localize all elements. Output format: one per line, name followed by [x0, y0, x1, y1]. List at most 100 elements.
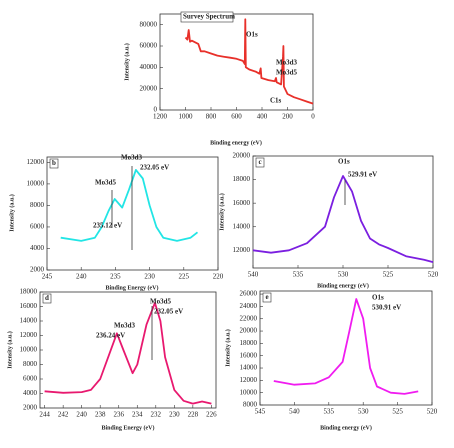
x-tick-label: 525 [383, 271, 394, 279]
x-tick-label: 535 [293, 271, 304, 279]
x-tick-label: 226 [206, 411, 217, 419]
x-tick-label: 230 [169, 411, 180, 419]
x-tick-label: 535 [324, 408, 335, 416]
y-tick-label: 14000 [20, 317, 38, 325]
y-tick-label: 8000 [23, 360, 38, 368]
x-tick-label: 800 [206, 113, 217, 121]
y-tick-label: 20000 [233, 152, 251, 160]
plot-frame [259, 290, 433, 406]
x-tick-label: 400 [257, 113, 268, 121]
x-tick-label: 1000 [179, 113, 194, 121]
y-tick-label: 16000 [20, 302, 38, 310]
y-tick-label: 4000 [30, 244, 45, 252]
y-tick-label: 16000 [240, 351, 258, 359]
y-tick-label: 22000 [240, 314, 258, 322]
x-tick-label: 520 [428, 271, 439, 279]
x-tick-label: 0 [311, 113, 315, 121]
panel-label: c [258, 158, 261, 166]
x-tick-label: 530 [358, 408, 369, 416]
y-tick-label: 16000 [233, 199, 251, 207]
x-axis-title: Binding energy (eV) [210, 139, 262, 146]
spectrum-line [273, 298, 419, 395]
y-tick-label: 80000 [140, 20, 158, 28]
x-tick-label: 245 [42, 273, 53, 281]
annotation: 232.05 eV [140, 164, 169, 172]
spectrum-line [184, 18, 314, 105]
x-tick-label: 244 [39, 411, 50, 419]
y-tick-label: 2000 [30, 266, 45, 274]
x-tick-label: 540 [289, 408, 300, 416]
annotation: Mo3d5 [150, 298, 172, 306]
x-tick-label: 240 [76, 411, 87, 419]
x-tick-label: 232 [151, 411, 162, 419]
x-tick-label: 520 [427, 408, 438, 416]
x-tick-label: 530 [338, 271, 349, 279]
y-tick-label: 18000 [233, 175, 251, 183]
panel-label: d [45, 294, 49, 302]
panel-label-box [42, 293, 52, 304]
annotation: 232.05 eV [154, 308, 183, 316]
y-tick-label: 12000 [240, 376, 258, 384]
y-tick-label: 10000 [20, 346, 38, 354]
annotation: O1s [246, 31, 258, 39]
annotation: O1s [338, 158, 350, 166]
y-tick-label: 18000 [20, 288, 38, 296]
y-axis-title: Intensity (a.u.) [6, 331, 13, 369]
panel-label-box [262, 292, 272, 303]
annotation: Mo3d5 [95, 179, 117, 187]
y-tick-label: 6000 [30, 223, 45, 231]
annotation: C1s [270, 97, 282, 105]
chart-title: Survey Spectrum [183, 13, 235, 21]
annotation: O1s [372, 294, 384, 302]
annotation: 235.12 eV [93, 222, 122, 230]
y-tick-label: 14000 [240, 364, 258, 372]
annotation: 530.91 eV [372, 304, 401, 312]
x-tick-label: 545 [255, 408, 266, 416]
y-tick-label: 8000 [243, 401, 258, 409]
x-tick-label: 600 [231, 113, 242, 121]
x-axis-title: Binding Energy (eV) [101, 424, 154, 431]
y-axis-title: Intensity (a.u.) [224, 329, 231, 367]
y-tick-label: 12000 [233, 246, 251, 254]
x-tick-label: 230 [144, 273, 155, 281]
x-axis-title: Binding Energy (eV) [105, 284, 158, 291]
x-axis-title: Binding energy (eV) [317, 282, 369, 289]
x-tick-label: 540 [248, 271, 259, 279]
y-tick-label: 10000 [27, 180, 45, 188]
annotation: 529.91 eV [348, 171, 377, 179]
x-tick-label: 225 [179, 273, 190, 281]
y-tick-label: 20000 [140, 84, 158, 92]
panel-label: e [265, 293, 268, 301]
spectrum-line [44, 302, 212, 405]
title-box [180, 11, 234, 23]
x-tick-label: 234 [132, 411, 143, 419]
y-axis-title: Intensity (a.u.) [8, 194, 15, 232]
y-tick-label: 60000 [140, 42, 158, 50]
annotation: Mo3d3 [121, 154, 143, 162]
x-tick-label: 240 [76, 273, 87, 281]
plot-frame [39, 291, 217, 409]
y-tick-label: 0 [154, 106, 158, 114]
y-tick-label: 14000 [233, 222, 251, 230]
x-tick-label: 228 [188, 411, 199, 419]
x-tick-label: 242 [58, 411, 69, 419]
y-tick-label: 20000 [240, 327, 258, 335]
panel-label-box [49, 158, 59, 169]
y-axis-title: Intensity (a.u.) [218, 193, 225, 231]
spectrum-line [252, 175, 434, 263]
x-tick-label: 238 [95, 411, 106, 419]
x-tick-label: 525 [392, 408, 403, 416]
annotation: Mo3d3 [276, 59, 298, 67]
y-tick-label: 2000 [23, 404, 38, 412]
y-tick-label: 40000 [140, 63, 158, 71]
panel-label-box [255, 157, 265, 168]
panel-label: b [52, 159, 56, 167]
y-tick-label: 12000 [27, 158, 45, 166]
y-tick-label: 24000 [240, 302, 258, 310]
x-tick-label: 220 [213, 273, 224, 281]
x-tick-label: 1200 [153, 113, 168, 121]
x-axis-title: Binding energy (eV) [320, 424, 372, 431]
y-tick-label: 10000 [240, 388, 258, 396]
plot-frame [46, 156, 219, 271]
